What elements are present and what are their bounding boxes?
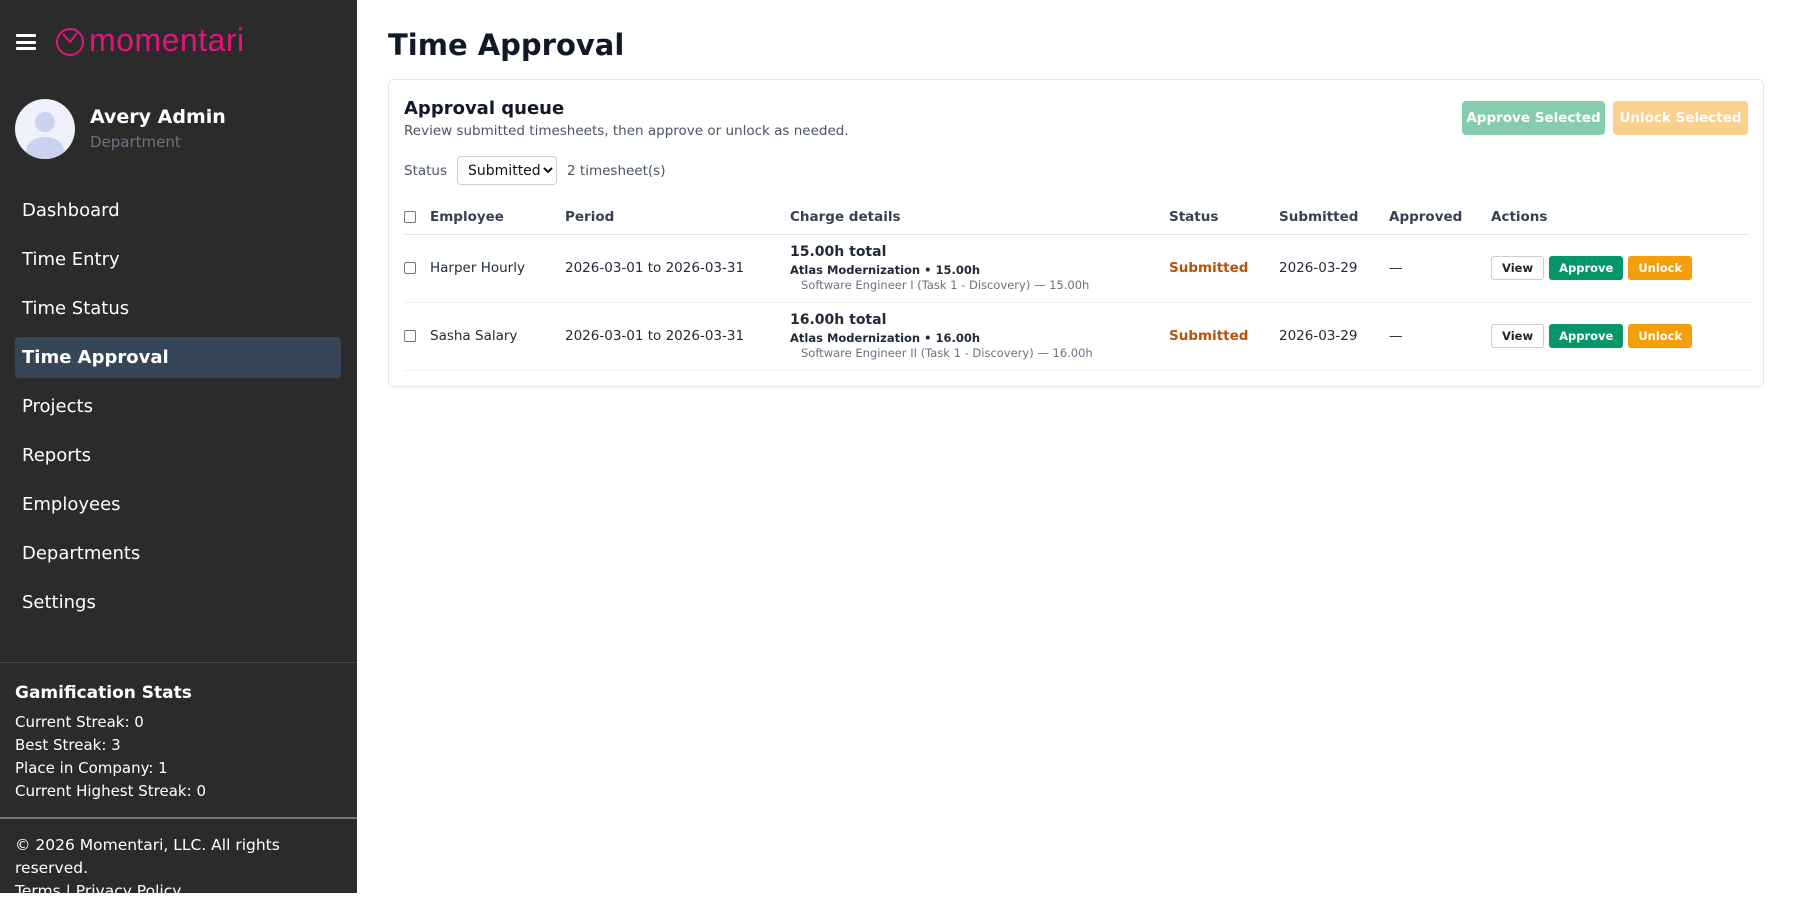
- col-approved: Approved: [1389, 200, 1491, 235]
- best-streak: Best Streak: 3: [15, 736, 121, 754]
- approve-selected-button[interactable]: Approve Selected: [1462, 101, 1605, 135]
- table-header: Employee Period Charge details Status Su…: [404, 200, 1750, 235]
- project-hours: Atlas Modernization • 16.00h: [790, 331, 981, 345]
- approve-button[interactable]: Approve: [1549, 324, 1624, 348]
- sidebar-item-departments[interactable]: Departments: [22, 543, 141, 564]
- row-checkbox[interactable]: [404, 262, 416, 274]
- gamification-stats: Gamification Stats Current Streak: 0 Bes…: [15, 682, 206, 803]
- total-hours: 16.00h total: [790, 312, 887, 328]
- approve-button[interactable]: Approve: [1549, 256, 1624, 280]
- select-all-checkbox[interactable]: [404, 210, 416, 223]
- place-in-company: Place in Company: 1: [15, 759, 168, 777]
- approved-date: —: [1389, 302, 1491, 371]
- col-status: Status: [1169, 200, 1279, 235]
- submitted-date: 2026-03-29: [1279, 302, 1389, 371]
- menu-icon[interactable]: [16, 34, 36, 50]
- col-period: Period: [565, 200, 790, 235]
- employee: Harper Hourly: [430, 234, 565, 303]
- sidebar-item-time-status[interactable]: Time Status: [22, 298, 130, 319]
- task-hours: Software Engineer I (Task 1 - Discovery)…: [801, 278, 1090, 292]
- sidebar: momentari Avery Admin Department Dashboa…: [0, 0, 357, 900]
- status-badge: Submitted: [1169, 302, 1279, 371]
- table-row: Sasha Salary 2026-03-01 to 2026-03-31 16…: [404, 302, 1750, 371]
- unlock-selected-button[interactable]: Unlock Selected: [1613, 101, 1748, 135]
- privacy-link[interactable]: Privacy Policy: [75, 882, 182, 900]
- brand-name: momentari: [89, 22, 245, 58]
- period: 2026-03-01 to 2026-03-31: [565, 302, 790, 371]
- sidebar-item-reports[interactable]: Reports: [22, 445, 92, 466]
- card-title: Approval queue: [404, 98, 565, 119]
- task-hours: Software Engineer II (Task 1 - Discovery…: [801, 346, 1093, 360]
- view-button[interactable]: View: [1491, 324, 1545, 348]
- status-select[interactable]: Submitted: [457, 156, 558, 185]
- charge-details: 16.00h total Atlas Modernization • 16.00…: [790, 302, 1169, 371]
- sidebar-item-projects[interactable]: Projects: [22, 396, 93, 417]
- total-hours: 15.00h total: [790, 244, 887, 260]
- sidebar-item-time-approval[interactable]: Time Approval: [15, 337, 341, 378]
- row-checkbox[interactable]: [404, 330, 416, 342]
- status-badge: Submitted: [1169, 234, 1279, 303]
- sidebar-item-time-entry[interactable]: Time Entry: [22, 249, 120, 270]
- charge-details: 15.00h total Atlas Modernization • 15.00…: [790, 234, 1169, 303]
- page-title: Time Approval: [388, 28, 625, 62]
- terms-link[interactable]: Terms: [15, 882, 61, 900]
- divider: [0, 817, 357, 819]
- col-submitted: Submitted: [1279, 200, 1389, 235]
- footer-separator: |: [65, 882, 71, 900]
- current-highest-streak: Current Highest Streak: 0: [15, 782, 206, 800]
- timesheet-count: 2 timesheet(s): [567, 162, 666, 179]
- logo[interactable]: momentari: [54, 22, 245, 59]
- view-button[interactable]: View: [1491, 256, 1545, 280]
- sidebar-nav: Dashboard Time Entry Time Status Time Ap…: [15, 190, 341, 631]
- status-label: Status: [404, 162, 448, 179]
- sidebar-item-settings[interactable]: Settings: [22, 592, 96, 613]
- sidebar-item-dashboard[interactable]: Dashboard: [22, 200, 120, 221]
- submitted-date: 2026-03-29: [1279, 234, 1389, 303]
- approval-queue-card: Approval queue Review submitted timeshee…: [388, 79, 1764, 387]
- user-department: Department: [90, 133, 181, 151]
- table-row: Harper Hourly 2026-03-01 to 2026-03-31 1…: [404, 234, 1750, 303]
- gamification-title: Gamification Stats: [15, 683, 192, 703]
- unlock-button[interactable]: Unlock: [1628, 324, 1693, 348]
- employee: Sasha Salary: [430, 302, 565, 371]
- project-hours: Atlas Modernization • 15.00h: [790, 263, 981, 277]
- current-streak: Current Streak: 0: [15, 713, 144, 731]
- col-actions: Actions: [1491, 200, 1750, 235]
- divider: [0, 662, 357, 663]
- unlock-button[interactable]: Unlock: [1628, 256, 1693, 280]
- col-charge-details: Charge details: [790, 200, 1169, 235]
- clock-logo-icon: [56, 27, 84, 56]
- period: 2026-03-01 to 2026-03-31: [565, 234, 790, 303]
- user-name: Avery Admin: [90, 106, 226, 128]
- copyright: © 2026 Momentari, LLC. All rights reserv…: [15, 836, 280, 877]
- approved-date: —: [1389, 234, 1491, 303]
- status-filter: Status Submitted 2 timesheet(s): [404, 156, 665, 185]
- sidebar-item-employees[interactable]: Employees: [22, 494, 121, 515]
- col-employee: Employee: [430, 200, 565, 235]
- approval-table: Employee Period Charge details Status Su…: [404, 200, 1750, 371]
- card-subtitle: Review submitted timesheets, then approv…: [404, 123, 849, 139]
- avatar: [15, 99, 75, 159]
